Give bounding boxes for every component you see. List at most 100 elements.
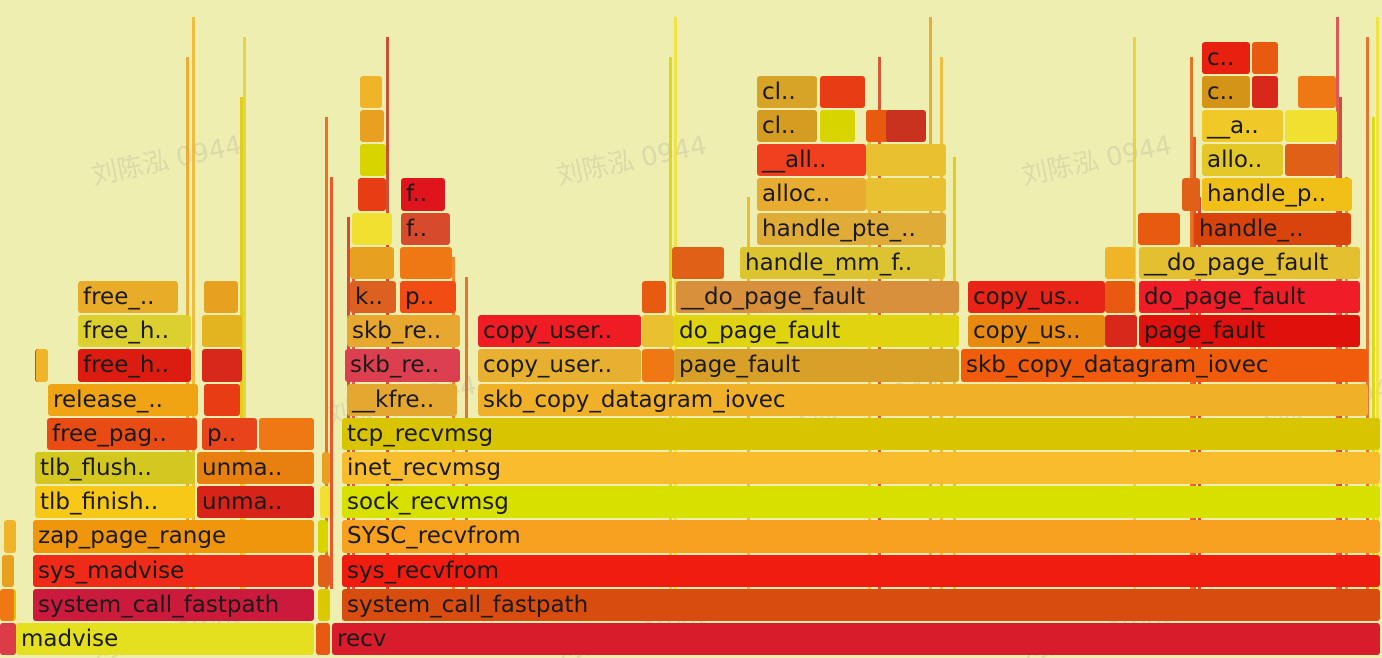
flame-frame-unlabeled[interactable] [2, 554, 14, 587]
flame-frame-unlabeled[interactable] [316, 623, 330, 656]
flame-frame-release[interactable]: release_.. [48, 383, 198, 416]
flame-frame-unlabeled[interactable] [4, 520, 16, 553]
flame-frame-unlabeled[interactable] [36, 349, 48, 382]
flame-frame-do-page-fault-1[interactable]: do_page_fault [674, 315, 959, 348]
frame-label: skb_re.. [352, 318, 442, 345]
flame-frame-c-1[interactable]: c.. [1202, 75, 1250, 108]
flame-frame-zap-page-range[interactable]: zap_page_range [33, 520, 314, 553]
flame-frame-unlabeled[interactable] [1138, 212, 1180, 245]
flame-frame-handle-pte[interactable]: handle_pte_.. [757, 212, 946, 245]
flame-frame-a[interactable]: __a.. [1202, 110, 1283, 143]
flame-frame-all[interactable]: __all.. [757, 144, 866, 177]
flame-frame-unlabeled[interactable] [318, 588, 330, 621]
flame-frame-unlabeled[interactable] [0, 623, 16, 656]
flame-frame-unlabeled[interactable] [322, 452, 330, 485]
flame-frame-p-2[interactable]: p.. [400, 281, 456, 314]
flame-frame-c-2[interactable]: c.. [1202, 41, 1250, 74]
flame-frame-unlabeled[interactable] [400, 246, 452, 279]
flame-frame-unlabeled[interactable] [358, 178, 386, 211]
flame-frame-madvise[interactable]: madvise [16, 623, 314, 656]
flame-frame-unlabeled[interactable] [1105, 246, 1135, 279]
flame-frame-skb-copy-datagram-iovec-1[interactable]: skb_copy_datagram_iovec [478, 383, 1368, 416]
flame-frame-system-call-fastpath-2[interactable]: system_call_fastpath [342, 588, 1380, 621]
flame-frame-inet-recvmsg[interactable]: inet_recvmsg [342, 452, 1380, 485]
flame-frame-unlabeled[interactable] [866, 178, 946, 211]
flame-frame-free-1[interactable]: free_.. [78, 281, 178, 314]
flame-frame-tlb-finish[interactable]: tlb_finish.. [35, 486, 195, 519]
flame-frame-unlabeled[interactable] [672, 246, 724, 279]
flame-frame-unlabeled[interactable] [360, 110, 384, 143]
flame-frame-unlabeled[interactable] [886, 110, 926, 143]
flame-frame-unlabeled[interactable] [866, 144, 946, 177]
flame-frame-unlabeled[interactable] [642, 349, 674, 382]
flame-frame-unlabeled[interactable] [352, 212, 392, 245]
flame-frame-unlabeled[interactable] [1105, 315, 1137, 348]
flame-frame-handle-mm-f[interactable]: handle_mm_f.. [740, 246, 945, 279]
flame-frame-unlabeled[interactable] [0, 588, 14, 621]
flame-frame-unlabeled[interactable] [360, 144, 386, 177]
flame-frame-copy-us-2[interactable]: copy_us.. [968, 281, 1105, 314]
frame-label: free_h.. [83, 352, 170, 379]
flame-frame-recv[interactable]: recv [332, 623, 1380, 656]
flame-frame-copy-user-2[interactable]: copy_user.. [478, 315, 641, 348]
flame-frame-cl-2[interactable]: cl.. [757, 75, 817, 108]
flame-frame-unlabeled[interactable] [1285, 144, 1337, 177]
flame-frame-unlabeled[interactable] [1252, 75, 1278, 108]
flame-frame-p-1[interactable]: p.. [202, 417, 257, 450]
flame-frame-sock-recvmsg[interactable]: sock_recvmsg [342, 486, 1380, 519]
frame-label: unma.. [202, 455, 283, 481]
flame-frame-unlabeled[interactable] [318, 520, 328, 553]
flame-frame-unlabeled[interactable] [642, 281, 666, 314]
flame-frame-copy-us-1[interactable]: copy_us.. [968, 315, 1105, 348]
flame-frame-sysc-recvfrom[interactable]: SYSC_recvfrom [342, 520, 1380, 553]
flame-frame-unlabeled[interactable] [202, 315, 242, 348]
flame-frame-f-2[interactable]: f.. [401, 178, 445, 211]
flame-frame-sys-recvfrom[interactable]: sys_recvfrom [342, 554, 1380, 587]
flame-frame-page-fault-1[interactable]: page_fault [674, 349, 959, 382]
flame-frame-unlabeled[interactable] [820, 110, 855, 143]
flame-frame-tcp-recvmsg[interactable]: tcp_recvmsg [342, 417, 1380, 450]
flame-frame-skb-re-1[interactable]: skb_re.. [345, 349, 460, 382]
stack-spike [1345, 177, 1348, 589]
flame-frame-unlabeled[interactable] [318, 554, 330, 587]
flame-frame-unlabeled[interactable] [1105, 281, 1135, 314]
flame-frame-unlabeled[interactable] [1298, 75, 1336, 108]
flame-frame-unlabeled[interactable] [820, 75, 865, 108]
flame-frame-do-page-fault-2[interactable]: __do_page_fault [676, 281, 959, 314]
flame-frame-handle-1[interactable]: handle_.. [1194, 212, 1351, 245]
flame-frame-handle-p[interactable]: handle_p.. [1202, 178, 1352, 211]
flame-frame-free-h-1[interactable]: free_h.. [78, 349, 191, 382]
flame-frame-skb-re-2[interactable]: skb_re.. [347, 315, 460, 348]
flame-frame-page-fault-2[interactable]: page_fault [1139, 315, 1360, 348]
flame-frame-unlabeled[interactable] [1182, 178, 1200, 211]
flame-frame-f-1[interactable]: f.. [401, 212, 450, 245]
flame-frame-alloc[interactable]: alloc.. [757, 178, 866, 211]
flame-frame-unlabeled[interactable] [350, 246, 394, 279]
flame-frame-unlabeled[interactable] [202, 349, 242, 382]
flame-frame-system-call-fastpath-1[interactable]: system_call_fastpath [33, 588, 314, 621]
flame-frame-unlabeled[interactable] [204, 281, 238, 314]
flame-frame-do-page-fault-3[interactable]: do_page_fault [1139, 281, 1360, 314]
flame-frame-allo[interactable]: allo.. [1202, 144, 1283, 177]
flame-frame-copy-user-1[interactable]: copy_user.. [478, 349, 641, 382]
flame-frame-unma-1[interactable]: unma.. [197, 486, 314, 519]
flame-frame-free-pag[interactable]: free_pag.. [47, 417, 197, 450]
flame-frame-unlabeled[interactable] [1252, 41, 1278, 74]
flame-frame-cl-1[interactable]: cl.. [757, 110, 817, 143]
flame-frame-kfre[interactable]: __kfre.. [347, 383, 457, 416]
flame-frame-do-page-fault-4[interactable]: __do_page_fault [1139, 246, 1360, 279]
flame-frame-unlabeled[interactable] [320, 486, 330, 519]
flame-frame-sys-madvise[interactable]: sys_madvise [33, 554, 314, 587]
flame-frame-unlabeled[interactable] [642, 315, 674, 348]
flame-frame-skb-copy-datagram-iovec-2[interactable]: skb_copy_datagram_iovec [961, 349, 1368, 382]
flame-frame-unlabeled[interactable] [360, 75, 382, 108]
flame-frame-k[interactable]: k.. [350, 281, 396, 314]
flame-frame-free-h-2[interactable]: free_h.. [78, 315, 191, 348]
flame-frame-tlb-flush[interactable]: tlb_flush.. [35, 452, 195, 485]
flame-frame-unlabeled[interactable] [259, 417, 314, 450]
frame-label: handle_pte_.. [762, 215, 916, 242]
flame-frame-unlabeled[interactable] [1285, 110, 1337, 143]
flame-frame-unlabeled[interactable] [204, 383, 240, 416]
flame-frame-unma-2[interactable]: unma.. [197, 452, 314, 485]
